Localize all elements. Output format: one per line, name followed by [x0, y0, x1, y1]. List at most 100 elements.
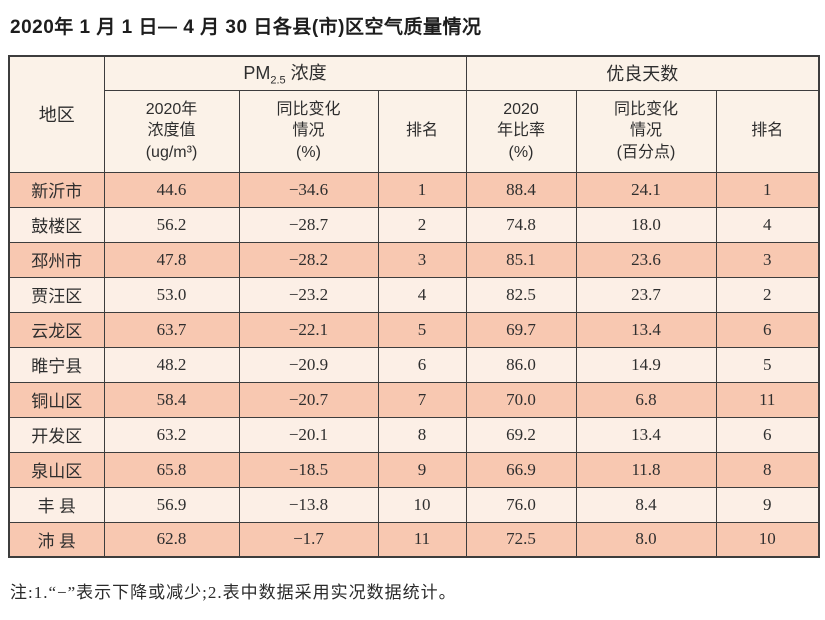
- pm25-change-cell: −20.1: [238, 416, 379, 453]
- good-change-cell: 6.8: [575, 381, 717, 418]
- good-change-cell: 24.1: [575, 171, 717, 208]
- pm25-rank-cell: 10: [377, 486, 467, 523]
- table-body: 新沂市 44.6 −34.6 1 88.4 24.1 1 鼓楼区 56.2 −2…: [8, 171, 820, 558]
- good-rate-cell: 85.1: [465, 241, 577, 278]
- region-cell: 邳州市: [8, 241, 105, 278]
- good-change-cell: 13.4: [575, 311, 717, 348]
- table-row: 开发区 63.2 −20.1 8 69.2 13.4 6: [8, 416, 820, 453]
- pm25-value-cell: 56.2: [103, 206, 240, 243]
- good-rank-cell: 6: [715, 416, 820, 453]
- column-header-good-rate: 2020 年比率 (%): [465, 89, 577, 173]
- region-cell: 泉山区: [8, 451, 105, 488]
- pm25-value-cell: 65.8: [103, 451, 240, 488]
- pm25-value-cell: 53.0: [103, 276, 240, 313]
- table-row: 邳州市 47.8 −28.2 3 85.1 23.6 3: [8, 241, 820, 278]
- good-rank-cell: 5: [715, 346, 820, 383]
- pm25-change-cell: −28.7: [238, 206, 379, 243]
- table-header: 地区 PM2.5 浓度 优良天数 2020年 浓度值 (ug/m³) 同比变化 …: [8, 55, 820, 173]
- pm25-rank-cell: 1: [377, 171, 467, 208]
- air-quality-table: 地区 PM2.5 浓度 优良天数 2020年 浓度值 (ug/m³) 同比变化 …: [8, 55, 821, 558]
- pm25-label-subscript: 2.5: [270, 75, 286, 88]
- good-rank-cell: 6: [715, 311, 820, 348]
- pm25-rank-cell: 5: [377, 311, 467, 348]
- table-row: 云龙区 63.7 −22.1 5 69.7 13.4 6: [8, 311, 820, 348]
- pm25-value-cell: 63.7: [103, 311, 240, 348]
- good-rank-cell: 10: [715, 521, 820, 558]
- column-header-good-change: 同比变化 情况 (百分点): [575, 89, 717, 173]
- table-row: 泉山区 65.8 −18.5 9 66.9 11.8 8: [8, 451, 820, 488]
- page: 2020年 1 月 1 日— 4 月 30 日各县(市)区空气质量情况 地区 P…: [8, 17, 821, 602]
- pm25-value-cell: 58.4: [103, 381, 240, 418]
- pm25-label-prefix: PM: [243, 63, 271, 84]
- region-cell: 睢宁县: [8, 346, 105, 383]
- pm25-change-cell: −28.2: [238, 241, 379, 278]
- good-rate-cell: 88.4: [465, 171, 577, 208]
- column-group-good-days: 优良天数: [465, 55, 820, 91]
- good-change-cell: 13.4: [575, 416, 717, 453]
- pm25-value-cell: 44.6: [103, 171, 240, 208]
- table-row: 新沂市 44.6 −34.6 1 88.4 24.1 1: [8, 171, 820, 208]
- good-rate-cell: 69.2: [465, 416, 577, 453]
- column-header-region: 地区: [8, 55, 105, 173]
- pm25-change-cell: −18.5: [238, 451, 379, 488]
- table-row: 丰 县 56.9 −13.8 10 76.0 8.4 9: [8, 486, 820, 523]
- good-change-cell: 8.0: [575, 521, 717, 558]
- region-cell: 铜山区: [8, 381, 105, 418]
- header-row-subcolumns: 2020年 浓度值 (ug/m³) 同比变化 情况 (%) 排名 2020 年比…: [9, 89, 820, 173]
- pm25-value-cell: 62.8: [103, 521, 240, 558]
- pm25-rank-cell: 7: [377, 381, 467, 418]
- pm25-rank-cell: 2: [377, 206, 467, 243]
- column-header-pm25-change: 同比变化 情况 (%): [238, 89, 379, 173]
- region-cell: 沛 县: [8, 521, 105, 558]
- good-rate-cell: 69.7: [465, 311, 577, 348]
- pm25-change-cell: −20.9: [238, 346, 379, 383]
- good-rank-cell: 9: [715, 486, 820, 523]
- good-rate-cell: 70.0: [465, 381, 577, 418]
- good-rank-cell: 8: [715, 451, 820, 488]
- good-rate-cell: 72.5: [465, 521, 577, 558]
- good-rank-cell: 3: [715, 241, 820, 278]
- column-group-pm25: PM2.5 浓度: [103, 55, 467, 91]
- good-change-cell: 11.8: [575, 451, 717, 488]
- pm25-value-cell: 48.2: [103, 346, 240, 383]
- pm25-rank-cell: 6: [377, 346, 467, 383]
- page-title: 2020年 1 月 1 日— 4 月 30 日各县(市)区空气质量情况: [10, 17, 482, 38]
- region-cell: 云龙区: [8, 311, 105, 348]
- column-header-good-rank: 排名: [715, 89, 820, 173]
- table-row: 贾汪区 53.0 −23.2 4 82.5 23.7 2: [8, 276, 820, 313]
- good-rate-cell: 76.0: [465, 486, 577, 523]
- good-rate-cell: 86.0: [465, 346, 577, 383]
- good-change-cell: 14.9: [575, 346, 717, 383]
- good-rank-cell: 4: [715, 206, 820, 243]
- pm25-rank-cell: 3: [377, 241, 467, 278]
- pm25-label-suffix: 浓度: [285, 63, 327, 84]
- good-change-cell: 23.6: [575, 241, 717, 278]
- good-rank-cell: 2: [715, 276, 820, 313]
- good-change-cell: 8.4: [575, 486, 717, 523]
- good-rank-cell: 1: [715, 171, 820, 208]
- region-cell: 鼓楼区: [8, 206, 105, 243]
- table-row: 鼓楼区 56.2 −28.7 2 74.8 18.0 4: [8, 206, 820, 243]
- pm25-value-cell: 63.2: [103, 416, 240, 453]
- column-header-pm25-value: 2020年 浓度值 (ug/m³): [103, 89, 240, 173]
- pm25-change-cell: −1.7: [238, 521, 379, 558]
- pm25-value-cell: 47.8: [103, 241, 240, 278]
- pm25-rank-cell: 9: [377, 451, 467, 488]
- region-cell: 丰 县: [8, 486, 105, 523]
- table-row: 铜山区 58.4 −20.7 7 70.0 6.8 11: [8, 381, 820, 418]
- region-cell: 新沂市: [8, 171, 105, 208]
- pm25-change-cell: −23.2: [238, 276, 379, 313]
- pm25-rank-cell: 8: [377, 416, 467, 453]
- region-cell: 开发区: [8, 416, 105, 453]
- pm25-change-cell: −22.1: [238, 311, 379, 348]
- column-header-pm25-rank: 排名: [377, 89, 467, 173]
- good-rate-cell: 66.9: [465, 451, 577, 488]
- pm25-value-cell: 56.9: [103, 486, 240, 523]
- header-row-groups: 地区 PM2.5 浓度 优良天数: [8, 55, 820, 173]
- pm25-change-cell: −13.8: [238, 486, 379, 523]
- good-rate-cell: 74.8: [465, 206, 577, 243]
- pm25-change-cell: −34.6: [238, 171, 379, 208]
- good-rank-cell: 11: [715, 381, 820, 418]
- table-row: 睢宁县 48.2 −20.9 6 86.0 14.9 5: [8, 346, 820, 383]
- good-rate-cell: 82.5: [465, 276, 577, 313]
